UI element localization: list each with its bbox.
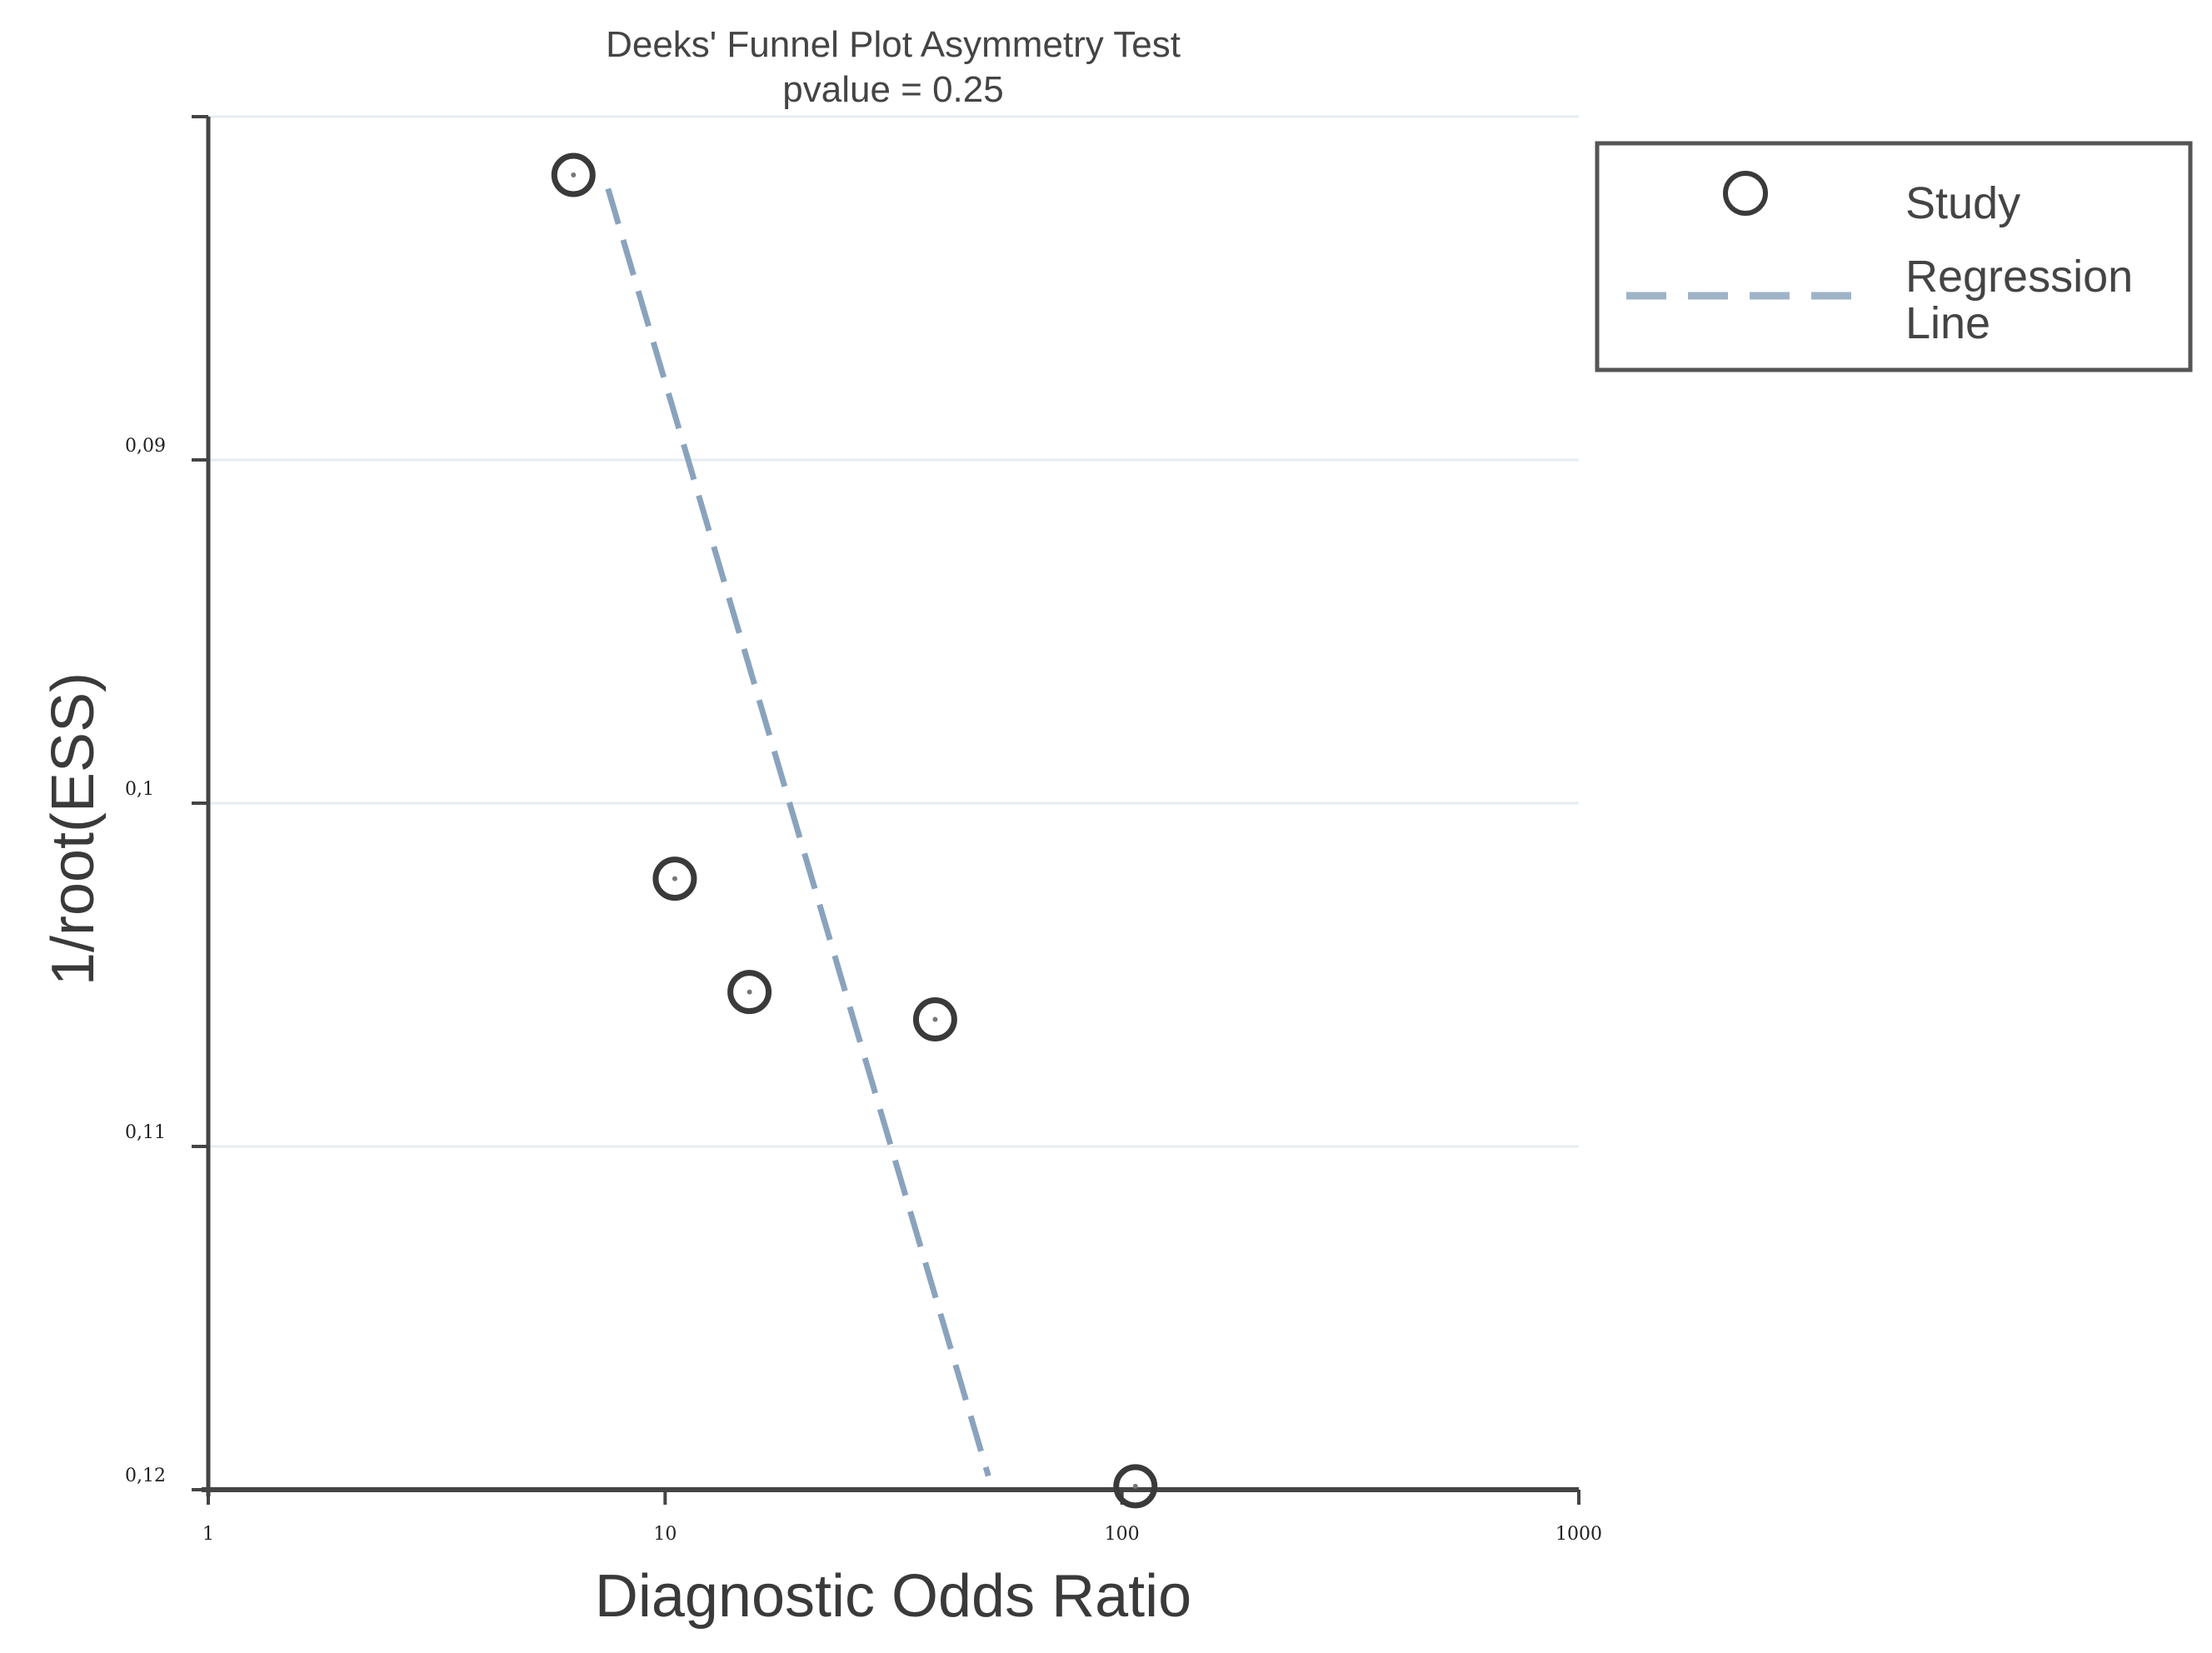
y-tick-label: 0,1 (125, 779, 154, 800)
axes (202, 117, 1579, 1496)
x-tick-label: 1000 (1555, 1524, 1602, 1545)
x-axis-ticks: 1 10 100 1000 (202, 1490, 1602, 1545)
study-point-center (571, 172, 577, 178)
x-tick-label: 10 (653, 1524, 677, 1545)
study-point (551, 152, 596, 197)
legend-box (1595, 141, 2193, 372)
study-point-center (672, 876, 677, 881)
regression-line (605, 187, 991, 1477)
legend-regression-label-line: Regression (1905, 252, 2133, 302)
study-point (1113, 1464, 1158, 1509)
study-point-center (932, 1016, 938, 1022)
chart-title: Deeks' Funnel Plot Asymmetry Test (606, 24, 1181, 65)
y-axis-label: 1/root(ESS) (40, 672, 107, 986)
y-tick-label: 0,11 (125, 1122, 166, 1143)
x-tick-label: 100 (1105, 1524, 1140, 1545)
y-axis-ticks: 0,09 0,1 0,11 0,12 (125, 115, 208, 1491)
x-axis-label: Diagnostic Odds Ratio (595, 1563, 1191, 1630)
study-point (652, 856, 697, 901)
study-point-center (1132, 1483, 1138, 1489)
legend-regression-label: Regression Line (1905, 252, 2133, 348)
legend-study-marker (1723, 171, 1768, 216)
legend-regression-label-line: Line (1905, 298, 1990, 348)
study-point-center (746, 989, 752, 995)
y-tick-label: 0,12 (125, 1466, 166, 1486)
grid-lines (208, 115, 1579, 1491)
study-points (551, 152, 1158, 1509)
legend-study-label: Study (1905, 178, 2020, 228)
chart-subtitle: pvalue = 0.25 (782, 69, 1003, 110)
legend: Study Regression Line (1595, 141, 2193, 372)
study-point (727, 970, 772, 1015)
study-point (912, 997, 957, 1042)
y-tick-label: 0,09 (125, 436, 166, 457)
regression-line-layer (605, 187, 991, 1477)
x-tick-label: 1 (202, 1524, 214, 1545)
